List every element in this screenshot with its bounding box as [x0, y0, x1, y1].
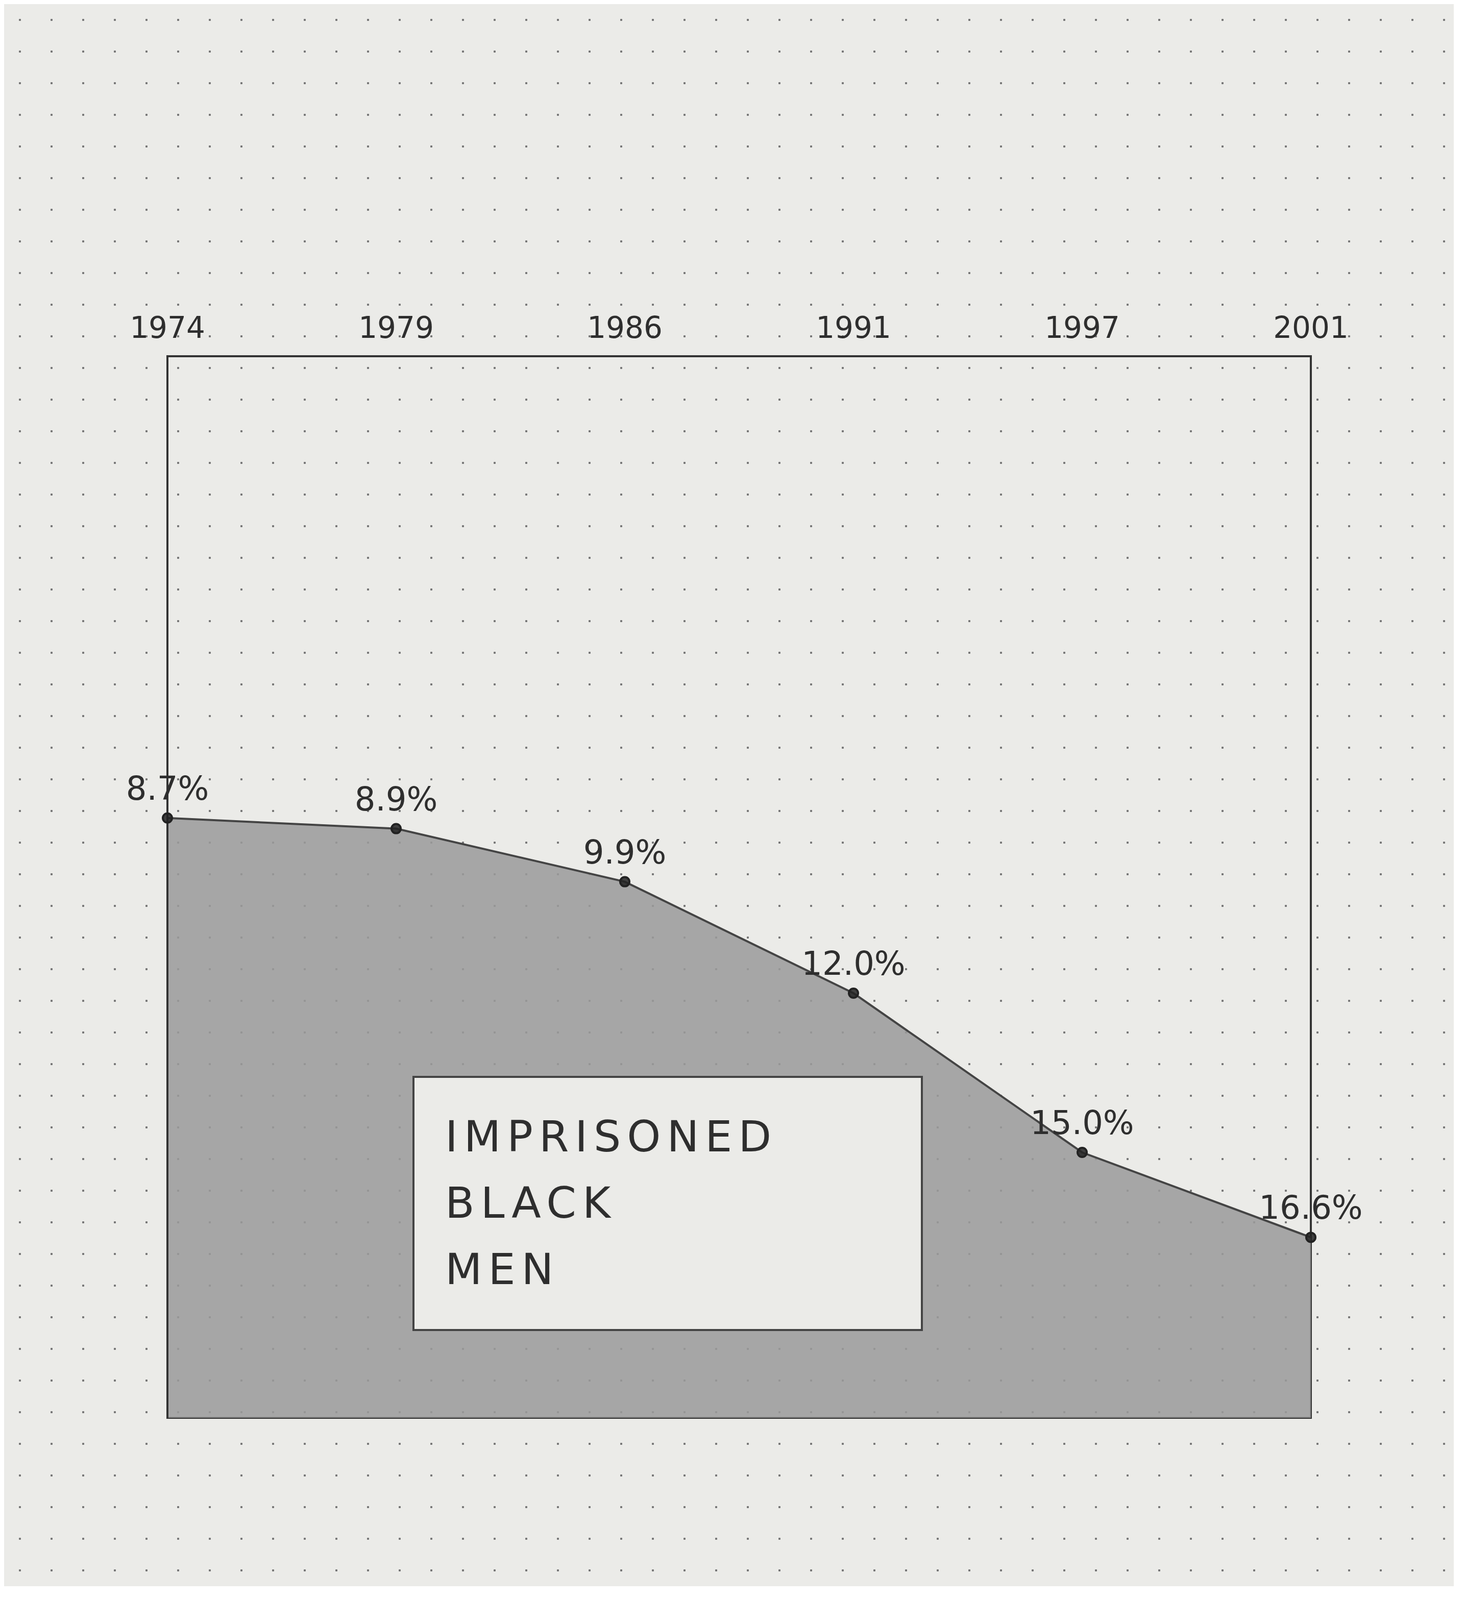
- svg-text:8.7%: 8.7%: [126, 769, 210, 808]
- svg-text:8.9%: 8.9%: [354, 780, 438, 819]
- svg-text:15.0%: 15.0%: [1030, 1104, 1134, 1142]
- html-text:BLACK: BLACK: [445, 1178, 617, 1229]
- svg-text:1979: 1979: [358, 310, 434, 346]
- html-text:MEN: MEN: [445, 1244, 560, 1295]
- svg-text:2001: 2001: [1273, 310, 1349, 346]
- svg-text:1997: 1997: [1044, 310, 1120, 346]
- svg-text:1986: 1986: [587, 310, 663, 346]
- svg-text:9.9%: 9.9%: [583, 833, 667, 872]
- svg-text:12.0%: 12.0%: [801, 944, 906, 983]
- svg-text:1974: 1974: [129, 310, 206, 346]
- svg-text:1991: 1991: [815, 310, 892, 346]
- html-text:IMPRISONED: IMPRISONED: [445, 1111, 778, 1162]
- svg-text:16.6%: 16.6%: [1258, 1188, 1363, 1227]
